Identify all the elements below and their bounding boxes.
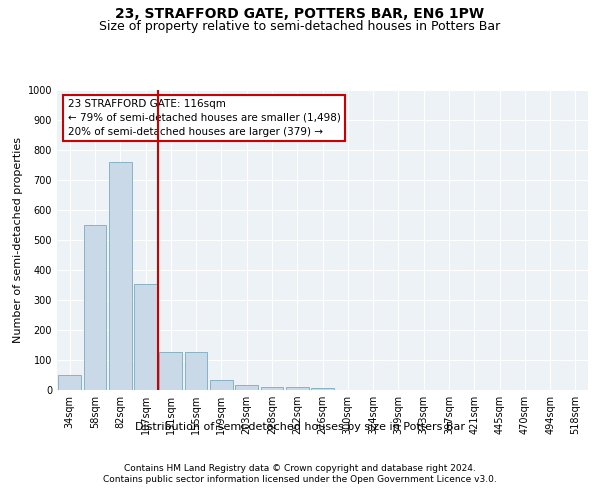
Bar <box>185 352 208 390</box>
Bar <box>311 388 334 390</box>
Bar <box>210 380 233 390</box>
Bar <box>286 387 308 390</box>
Bar <box>134 284 157 390</box>
Bar <box>235 384 258 390</box>
Y-axis label: Number of semi-detached properties: Number of semi-detached properties <box>13 137 23 343</box>
Bar <box>58 375 81 390</box>
Bar <box>160 352 182 390</box>
Text: Size of property relative to semi-detached houses in Potters Bar: Size of property relative to semi-detach… <box>100 20 500 33</box>
Text: Contains HM Land Registry data © Crown copyright and database right 2024.: Contains HM Land Registry data © Crown c… <box>124 464 476 473</box>
Text: Contains public sector information licensed under the Open Government Licence v3: Contains public sector information licen… <box>103 475 497 484</box>
Text: 23, STRAFFORD GATE, POTTERS BAR, EN6 1PW: 23, STRAFFORD GATE, POTTERS BAR, EN6 1PW <box>115 8 485 22</box>
Bar <box>83 225 106 390</box>
Bar <box>109 162 131 390</box>
Text: 23 STRAFFORD GATE: 116sqm
← 79% of semi-detached houses are smaller (1,498)
20% : 23 STRAFFORD GATE: 116sqm ← 79% of semi-… <box>68 99 340 137</box>
Text: Distribution of semi-detached houses by size in Potters Bar: Distribution of semi-detached houses by … <box>135 422 465 432</box>
Bar <box>260 387 283 390</box>
